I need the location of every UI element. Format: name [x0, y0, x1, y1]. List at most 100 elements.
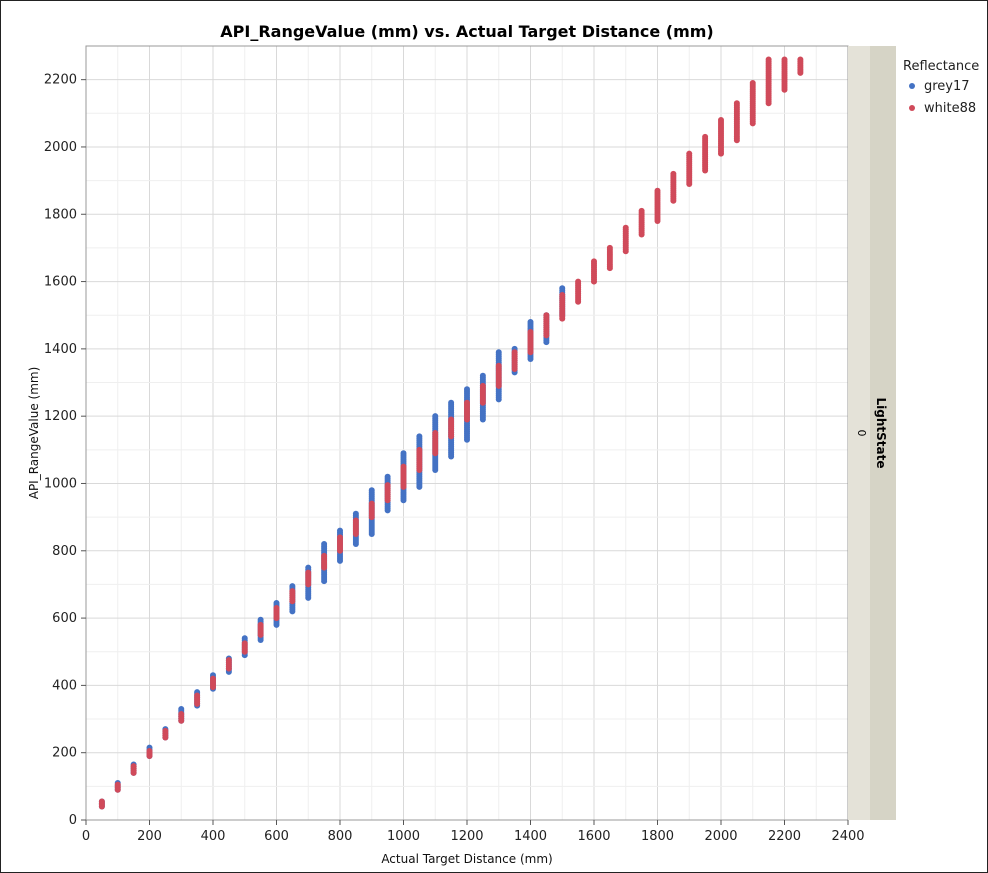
data-point: [448, 399, 455, 406]
data-point: [321, 552, 328, 559]
data-point: [416, 446, 423, 453]
data-point: [765, 56, 772, 63]
x-tick-label: 2200: [768, 829, 801, 844]
data-point: [98, 798, 105, 805]
data-point: [146, 748, 153, 755]
x-tick-label: 1000: [387, 829, 420, 844]
data-point: [654, 187, 661, 194]
data-point: [495, 362, 502, 369]
data-point: [289, 583, 296, 590]
facet-value: 0: [855, 430, 868, 437]
data-point: [368, 487, 375, 494]
data-point: [686, 150, 693, 157]
data-point: [559, 292, 566, 299]
data-point: [606, 244, 613, 251]
y-tick-label: 200: [52, 746, 77, 761]
data-point: [527, 318, 534, 325]
grid-lines: [85, 45, 849, 821]
y-tick-label: 0: [69, 813, 77, 828]
y-tick-label: 600: [52, 611, 77, 626]
data-point: [289, 588, 296, 595]
legend-marker: [909, 83, 915, 89]
data-point: [368, 500, 375, 507]
data-point: [384, 473, 391, 480]
data-point: [511, 349, 518, 356]
data-point: [384, 482, 391, 489]
data-point: [305, 564, 312, 571]
data-point: [781, 56, 788, 63]
data-point: [575, 278, 582, 285]
x-tick-label: 0: [82, 829, 90, 844]
legend-title: Reflectance: [903, 59, 979, 74]
y-tick-label: 2000: [44, 140, 77, 155]
data-point: [400, 450, 407, 457]
y-tick-label: 1400: [44, 342, 77, 357]
facet-strip-outer: [848, 46, 870, 820]
axes: 0 200 400 600 800 1000 1200 1400 1600 1800 2000 220…: [44, 73, 865, 844]
data-point: [273, 604, 280, 611]
x-tick-label: 200: [137, 829, 162, 844]
data-point: [241, 635, 248, 642]
data-point: [257, 616, 264, 623]
data-point: [337, 527, 343, 534]
data-point: [464, 399, 470, 406]
legend-label: grey17: [924, 79, 970, 94]
facet-strip: [870, 46, 896, 820]
data-point: [432, 430, 439, 436]
facet-label: LightState: [874, 398, 888, 469]
data-point: [464, 386, 470, 393]
data-point: [527, 329, 534, 336]
data-point: [448, 416, 455, 423]
series-white88: [98, 56, 804, 810]
legend-marker: [909, 105, 915, 111]
data-point: [495, 349, 502, 356]
data-point: [400, 463, 407, 470]
data-point: [733, 100, 740, 107]
x-tick-label: 1200: [450, 829, 483, 844]
chart-title: API_RangeValue (mm) vs. Actual Target Di…: [220, 22, 713, 41]
data-point: [622, 224, 629, 231]
data-point: [178, 710, 185, 717]
x-tick-label: 1400: [514, 829, 547, 844]
x-tick-label: 2400: [831, 829, 864, 844]
x-tick-label: 1800: [641, 829, 674, 844]
y-tick-label: 1600: [44, 275, 77, 290]
data-point: [225, 657, 232, 664]
y-tick-label: 1200: [44, 409, 77, 424]
data-point: [194, 692, 201, 699]
data-point: [337, 534, 343, 541]
data-point: [749, 80, 756, 87]
data-point: [718, 117, 724, 124]
data-point: [416, 433, 423, 440]
x-axis-title: Actual Target Distance (mm): [381, 852, 552, 866]
data-point: [797, 56, 804, 63]
data-point: [273, 599, 280, 606]
data-point: [305, 569, 312, 576]
data-point: [591, 258, 597, 265]
data-point: [479, 382, 486, 389]
x-tick-label: 400: [201, 829, 226, 844]
y-tick-label: 800: [52, 544, 77, 559]
x-tick-label: 1600: [577, 829, 610, 844]
x-tick-label: 2000: [704, 829, 737, 844]
data-points: [98, 56, 804, 810]
x-tick-label: 600: [264, 829, 289, 844]
data-point: [352, 517, 359, 524]
data-point: [241, 640, 248, 647]
legend: grey17 white88: [909, 79, 976, 116]
data-point: [130, 763, 137, 770]
y-tick-label: 2200: [44, 73, 77, 88]
data-point: [352, 510, 359, 517]
data-point: [162, 727, 169, 734]
data-point: [432, 413, 439, 420]
data-point: [638, 207, 645, 214]
data-point: [114, 781, 121, 788]
y-tick-label: 400: [52, 678, 77, 693]
legend-label: white88: [924, 101, 976, 116]
data-point: [543, 312, 550, 319]
data-point: [257, 621, 264, 628]
data-point: [210, 675, 216, 682]
y-tick-label: 1000: [44, 476, 77, 491]
